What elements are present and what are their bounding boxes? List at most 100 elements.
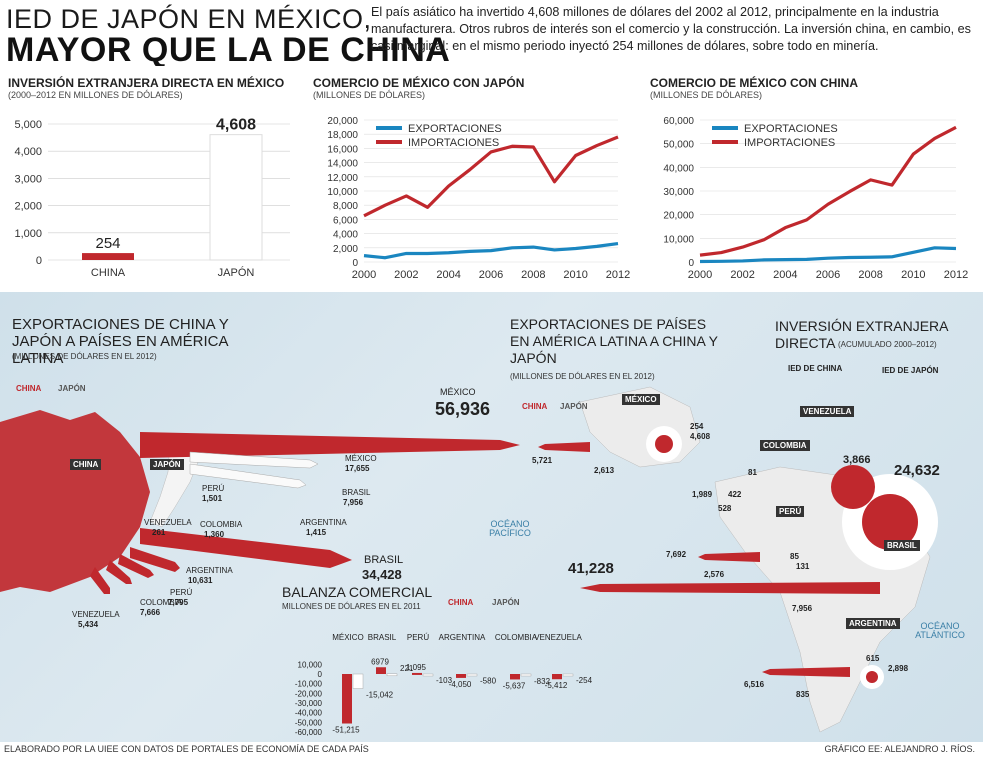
japan-trade-line-chart: 0 2,000 4,000 6,000 8,000 10,000 12,000 14,000 1…	[327, 116, 630, 281]
balance-value-china: -5,637	[503, 681, 526, 690]
fdi-bar-chart: 0 1,000 2,000 3,000 4,000 5,000 254 CHINA 4,608 J…	[14, 117, 290, 279]
balance-legend-japon: JAPÓN	[492, 598, 520, 607]
fdi-colombia-china: 81	[748, 468, 757, 477]
fdi-argentina-china: 615	[866, 654, 880, 663]
balance-bar-japon	[386, 673, 398, 677]
japan-brasil-country: BRASIL	[342, 488, 371, 497]
footer-source: ELABORADO POR LA UIEE CON DATOS DE PORTA…	[4, 744, 369, 754]
x-category-label: JAPÓN	[218, 266, 255, 279]
series-line-exportaciones	[363, 241, 619, 260]
bar-value-label: 254	[95, 235, 120, 252]
china-colombia-country: COLOMBIA	[140, 598, 183, 607]
balance-value-japon: -103	[436, 676, 453, 685]
latam-brasil-china-value: 41,228	[568, 560, 614, 577]
ocean-atlantic-label: OCÉANO ATLÁNTICO	[915, 621, 965, 640]
y-tick-label: 0	[36, 255, 42, 267]
japan-colombia-country: COLOMBIA	[200, 520, 243, 529]
x-tick-label: 2004	[773, 269, 797, 281]
series-line-importaciones	[699, 125, 957, 257]
latam-exports-subtitle: (MILLONES DE DÓLARES EN EL 2012)	[510, 372, 655, 381]
fdi-title: INVERSIÓN EXTRANJERA DIRECTA	[775, 318, 948, 351]
y-tick-label: 18,000	[327, 130, 358, 141]
japan-peru-country: PERÚ	[202, 484, 225, 493]
latam-colombia-china-value: 1,989	[692, 490, 713, 499]
chart1-title: INVERSIÓN EXTRANJERA DIRECTA EN MÉXICO	[8, 76, 285, 90]
balance-category-label: PERÚ	[407, 633, 429, 642]
balance-y-tick: -20,000	[295, 689, 323, 698]
latam-mexico-china-value: 5,721	[532, 456, 553, 465]
balance-category-label: COLOMBIA	[495, 633, 538, 642]
chart3-subtitle: (MILLONES DE DÓLARES)	[650, 90, 763, 100]
china-trade-line-chart: 0 10,000 20,000 30,000 40,000 50,000 60,000 200…	[663, 116, 968, 281]
japan-brasil-value: 7,956	[343, 498, 364, 507]
balance-bar-japon	[520, 673, 532, 677]
balance-y-tick: 10,000	[298, 660, 323, 669]
latam-legend-china: CHINA	[522, 402, 548, 411]
china-brasil-value: 34,428	[362, 567, 402, 582]
japon-flag-label: JAPÓN	[150, 459, 184, 470]
y-tick-label: 30,000	[663, 187, 694, 198]
china-peru-value: 7,795	[168, 598, 189, 607]
balance-value-china: 6979	[371, 657, 389, 666]
x-category-label: CHINA	[91, 267, 126, 279]
latam-arrow-argentina	[762, 667, 850, 677]
latam-arrow-mexico	[538, 442, 590, 452]
china-venezuela-value: 5,434	[78, 620, 99, 629]
latam-mexico-japon-value: 2,613	[594, 466, 615, 475]
fdi-mexico-japon: 4,608	[690, 432, 711, 441]
balance-bar-china	[456, 674, 466, 678]
balance-y-tick: 0	[318, 670, 323, 679]
china-venezuela-country: VENEZUELA	[72, 610, 120, 619]
x-tick-label: 2008	[858, 269, 882, 281]
fdi-legend-china: IED DE CHINA	[788, 364, 843, 373]
x-tick-label: 2000	[352, 269, 376, 281]
japan-arrow-mexico	[189, 451, 319, 469]
latam-brasil-japon-value: 7,956	[792, 604, 813, 613]
y-tick-label: 60,000	[663, 116, 694, 127]
japan-argentina-value: 1,415	[306, 528, 327, 537]
china-mexico-country: MÉXICO	[440, 387, 476, 397]
balance-subtitle: MILLONES DE DÓLARES EN EL 2011	[282, 602, 421, 611]
balance-bar-china	[342, 674, 352, 724]
fdi-brasil-china: 3,866	[843, 454, 871, 466]
balance-y-tick: -10,000	[295, 680, 323, 689]
china-arrow-venezuela	[90, 567, 110, 594]
fdi-colombia-japon: 422	[728, 490, 742, 499]
series-line-exportaciones	[699, 246, 957, 264]
balance-bar-japon	[466, 673, 478, 677]
balance-value-japon: -15,042	[366, 691, 394, 700]
fdi-peru-japon: 131	[796, 562, 810, 571]
balance-legend-china: CHINA	[448, 598, 474, 607]
china-colombia-value: 7,666	[140, 608, 161, 617]
ocean-pacific-label: OCÉANO PACÍFICO	[489, 519, 531, 538]
fdi-argentina-japon: 2,898	[888, 664, 909, 673]
legend-label: IMPORTACIONES	[744, 137, 835, 149]
x-tick-label: 2010	[563, 269, 587, 281]
y-tick-label: 2,000	[14, 201, 42, 213]
fdi-brasil-japon: 24,632	[894, 462, 940, 479]
x-tick-label: 2008	[521, 269, 545, 281]
latin-america-map-section: 10,000 0 -10,000 -20,000 -30,000 -40,000 -50,0…	[0, 292, 983, 742]
latam-argentina-flag: ARGENTINA	[846, 618, 900, 629]
japan-venezuela-value: 261	[152, 528, 166, 537]
latam-legend-japon: JAPÓN	[560, 402, 588, 411]
china-landmass	[0, 410, 150, 592]
china-peru-country: PERÚ	[170, 588, 193, 597]
china-brasil-country: BRASIL	[364, 554, 404, 566]
legend-china: CHINA	[16, 384, 42, 393]
latam-colombia-japon-value: 528	[718, 504, 732, 513]
fdi-peru-china: 85	[790, 552, 799, 561]
x-tick-label: 2004	[436, 269, 460, 281]
legend-japon: JAPÓN	[58, 384, 86, 393]
headline-line-1: IED DE JAPÓN EN MÉXICO,	[6, 4, 372, 34]
y-tick-label: 2,000	[333, 244, 358, 255]
china-arrow-peru	[118, 554, 154, 578]
balance-bar-china	[376, 667, 386, 674]
exports-subtitle: (MILLONES DE DÓLARES EN EL 2012)	[12, 352, 157, 361]
china-arrow-brasil	[140, 528, 352, 568]
headline-line-2: MAYOR QUE LA DE CHINA	[6, 31, 451, 69]
x-tick-label: 2012	[606, 269, 630, 281]
bar-china	[82, 253, 134, 260]
china-arrow-argentina	[130, 547, 180, 572]
top-charts-panel: INVERSIÓN EXTRANJERA DIRECTA EN MÉXICO (…	[0, 66, 983, 292]
